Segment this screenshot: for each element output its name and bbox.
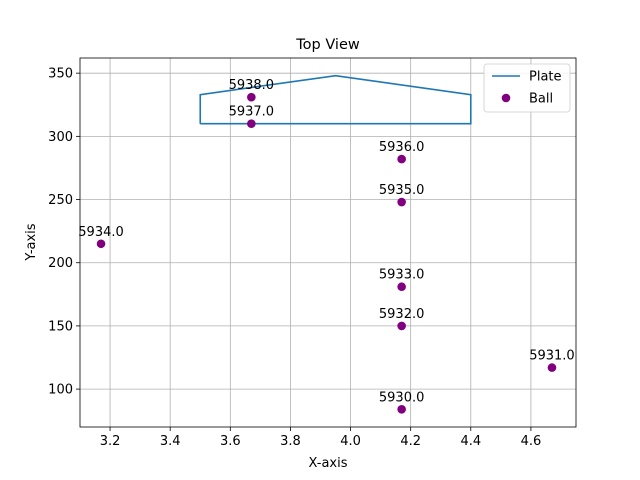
y-axis-label: Y-axis — [24, 223, 39, 261]
legend: Plate Ball — [483, 63, 571, 113]
ball-point-label: 5930.0 — [379, 390, 425, 405]
ball-point — [247, 119, 256, 129]
legend-ball-swatch — [501, 93, 511, 103]
x-tick-label: 3.8 — [280, 434, 301, 449]
ball-point — [397, 321, 406, 331]
ball-point — [247, 92, 256, 102]
legend-ball-label: Ball — [529, 92, 553, 107]
y-tick-label: 200 — [48, 256, 73, 271]
plate-outline — [199, 74, 472, 125]
y-tick-label: 350 — [48, 67, 73, 82]
ball-point — [96, 239, 106, 249]
ball-point-label: 5931.0 — [529, 349, 575, 364]
ball-point — [397, 154, 406, 164]
x-tick-label: 3.6 — [220, 434, 241, 449]
ball-point — [397, 197, 406, 207]
plate-series — [199, 74, 472, 125]
ball-point-label: 5935.0 — [379, 183, 425, 198]
chart-title: Top View — [295, 37, 360, 53]
ball-point-label: 5937.0 — [229, 105, 275, 120]
plot-frame — [79, 57, 577, 428]
x-tick-label: 4.6 — [521, 434, 542, 449]
x-tick-label: 4.0 — [340, 434, 361, 449]
ball-point — [397, 282, 406, 292]
y-tick-label: 300 — [48, 130, 73, 145]
x-axis-label: X-axis — [309, 456, 348, 471]
y-tick-label: 100 — [48, 383, 73, 398]
ball-point-label: 5933.0 — [379, 268, 425, 283]
x-tick-label: 4.4 — [460, 434, 481, 449]
ball-series: 5930.0 5931.0 5932.0 5933.0 5934.0 5935.0 5936… — [78, 78, 575, 414]
y-tick-label: 150 — [48, 319, 73, 334]
ball-point-label: 5938.0 — [229, 78, 275, 93]
plot-border — [79, 57, 577, 428]
legend-plate-label: Plate — [529, 70, 562, 85]
grid — [80, 58, 576, 427]
ball-point — [547, 363, 557, 372]
x-tick-label: 3.4 — [160, 434, 181, 449]
ball-point-label: 5932.0 — [379, 307, 425, 322]
x-tick-label: 3.2 — [100, 434, 121, 449]
axis-ticks: 3.2 3.4 3.6 3.8 4.0 4.2 4.4 4.6 100 150 200 250 300 3… — [48, 67, 541, 449]
ball-point-label: 5934.0 — [78, 225, 124, 240]
ball-point-label: 5936.0 — [379, 140, 425, 155]
y-tick-label: 250 — [48, 193, 73, 208]
ball-point — [397, 405, 406, 414]
x-tick-label: 4.2 — [400, 434, 421, 449]
